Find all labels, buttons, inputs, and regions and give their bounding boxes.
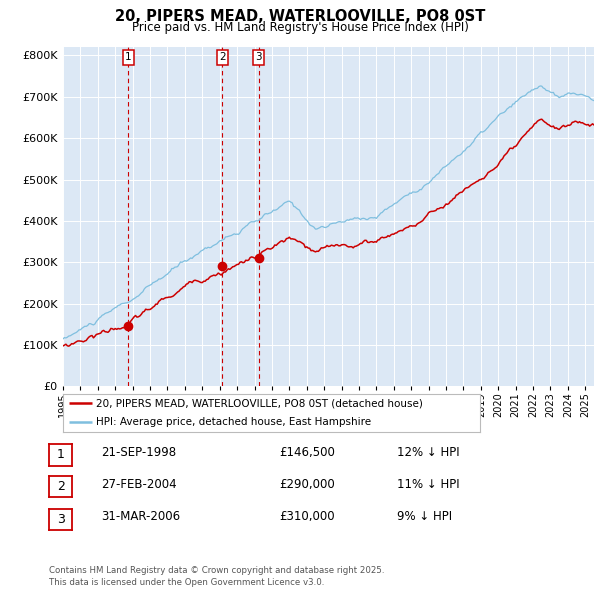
Text: 21-SEP-1998: 21-SEP-1998 <box>101 446 176 459</box>
Text: 1: 1 <box>125 53 131 63</box>
Text: 2: 2 <box>56 480 65 493</box>
Text: 1: 1 <box>56 448 65 461</box>
Text: £310,000: £310,000 <box>279 510 335 523</box>
Text: HPI: Average price, detached house, East Hampshire: HPI: Average price, detached house, East… <box>97 417 371 427</box>
Text: 3: 3 <box>256 53 262 63</box>
Text: £290,000: £290,000 <box>279 478 335 491</box>
Text: Contains HM Land Registry data © Crown copyright and database right 2025.
This d: Contains HM Land Registry data © Crown c… <box>49 566 385 587</box>
Text: 3: 3 <box>56 513 65 526</box>
Text: 27-FEB-2004: 27-FEB-2004 <box>101 478 176 491</box>
Text: £146,500: £146,500 <box>279 446 335 459</box>
Text: 31-MAR-2006: 31-MAR-2006 <box>101 510 180 523</box>
Text: 12% ↓ HPI: 12% ↓ HPI <box>397 446 460 459</box>
Text: 20, PIPERS MEAD, WATERLOOVILLE, PO8 0ST (detached house): 20, PIPERS MEAD, WATERLOOVILLE, PO8 0ST … <box>97 398 423 408</box>
Text: 2: 2 <box>219 53 226 63</box>
Text: 20, PIPERS MEAD, WATERLOOVILLE, PO8 0ST: 20, PIPERS MEAD, WATERLOOVILLE, PO8 0ST <box>115 9 485 24</box>
Text: Price paid vs. HM Land Registry's House Price Index (HPI): Price paid vs. HM Land Registry's House … <box>131 21 469 34</box>
Text: 9% ↓ HPI: 9% ↓ HPI <box>397 510 452 523</box>
Text: 11% ↓ HPI: 11% ↓ HPI <box>397 478 460 491</box>
